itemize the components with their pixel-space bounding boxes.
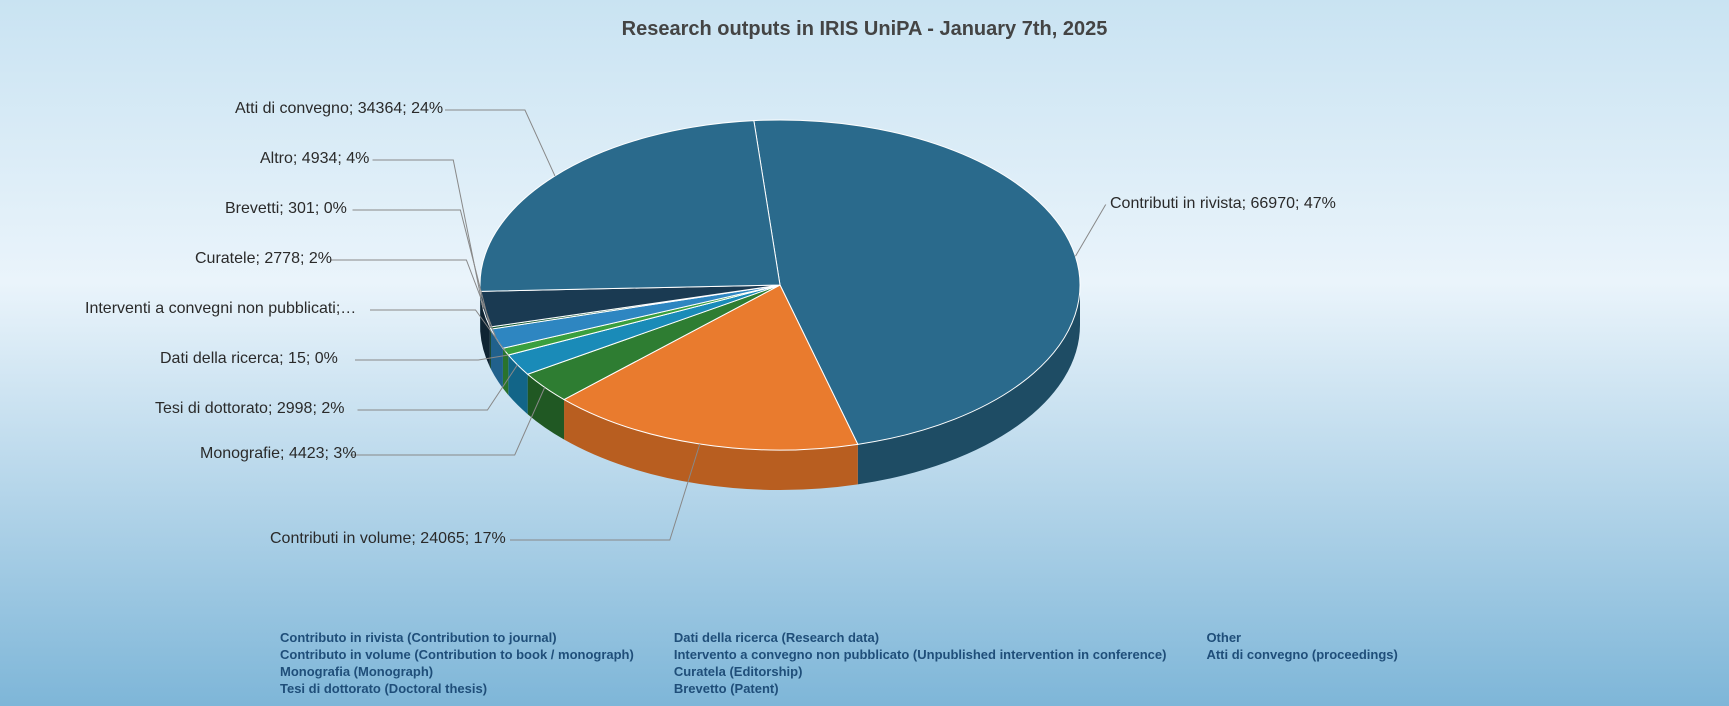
pie-chart	[430, 55, 1130, 575]
legend-item: Contributo in volume (Contribution to bo…	[280, 647, 634, 662]
legend-item: Tesi di dottorato (Doctoral thesis)	[280, 681, 634, 696]
legend: Contributo in rivista (Contribution to j…	[280, 630, 1669, 696]
legend-item: Atti di convegno (proceedings)	[1206, 647, 1397, 662]
legend-item: Contributo in rivista (Contribution to j…	[280, 630, 634, 645]
legend-col-1: Contributo in rivista (Contribution to j…	[280, 630, 634, 696]
pie-side	[490, 327, 491, 369]
legend-item: Other	[1206, 630, 1397, 645]
legend-item: Monografia (Monograph)	[280, 664, 634, 679]
data-label: Contributi in volume; 24065; 17%	[270, 530, 506, 548]
chart-title: Research outputs in IRIS UniPA - January…	[622, 18, 1108, 41]
legend-item: Curatela (Editorship)	[674, 664, 1167, 679]
pie-slice	[480, 121, 780, 292]
data-label: Curatele; 2778; 2%	[195, 250, 332, 268]
data-label: Dati della ricerca; 15; 0%	[160, 350, 338, 368]
data-label: Brevetti; 301; 0%	[225, 200, 347, 218]
data-label: Tesi di dottorato; 2998; 2%	[155, 400, 344, 418]
chart-container: Research outputs in IRIS UniPA - January…	[0, 0, 1729, 706]
data-label: Atti di convegno; 34364; 24%	[235, 100, 443, 118]
data-label: Contributi in rivista; 66970; 47%	[1110, 195, 1336, 213]
data-label: Monografie; 4423; 3%	[200, 445, 357, 463]
legend-col-2: Dati della ricerca (Research data) Inter…	[674, 630, 1167, 696]
data-label: Interventi a convegni non pubblicati;…	[85, 300, 356, 318]
legend-item: Brevetto (Patent)	[674, 681, 1167, 696]
legend-col-3: Other Atti di convegno (proceedings)	[1206, 630, 1397, 696]
pie-side	[503, 348, 508, 395]
legend-item: Dati della ricerca (Research data)	[674, 630, 1167, 645]
legend-item: Intervento a convegno non pubblicato (Un…	[674, 647, 1167, 662]
data-label: Altro; 4934; 4%	[260, 150, 369, 168]
